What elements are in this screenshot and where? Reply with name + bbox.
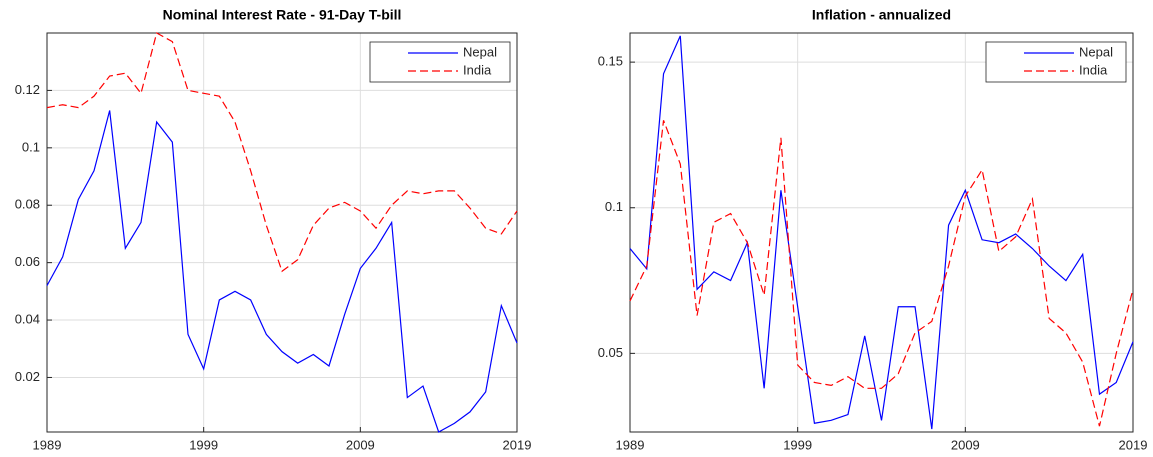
legend-box	[369, 41, 511, 83]
y-tick-label: 0.1	[22, 139, 40, 154]
x-tick-label: 1989	[33, 437, 62, 452]
series-line	[46, 32, 518, 273]
y-tick-label: 0.06	[15, 254, 40, 269]
legend-label: India	[463, 62, 492, 77]
x-tick-label: 2019	[1119, 437, 1148, 452]
plot-frame	[46, 32, 518, 433]
y-tick-label: 0.12	[15, 82, 40, 97]
y-tick-label: 0.08	[15, 197, 40, 212]
chart-title: Nominal Interest Rate - 91-Day T-bill	[163, 7, 402, 23]
series-line	[629, 120, 1134, 427]
plot-frame	[629, 32, 1134, 433]
chart-title: Inflation - annualized	[812, 7, 951, 23]
legend-label: Nepal	[1079, 44, 1113, 59]
y-tick-label: 0.1	[605, 199, 623, 214]
x-tick-label: 1999	[189, 437, 218, 452]
x-tick-label: 2009	[951, 437, 980, 452]
x-tick-label: 2019	[503, 437, 532, 452]
series-line	[629, 35, 1134, 430]
x-tick-label: 1999	[783, 437, 812, 452]
legend-box	[985, 41, 1127, 83]
legend-label: Nepal	[463, 44, 497, 59]
y-tick-label: 0.02	[15, 369, 40, 384]
y-tick-label: 0.05	[598, 345, 623, 360]
legend-label: India	[1079, 62, 1108, 77]
x-tick-label: 1989	[616, 437, 645, 452]
y-tick-label: 0.04	[15, 311, 40, 326]
x-tick-label: 2009	[346, 437, 375, 452]
y-tick-label: 0.15	[598, 54, 623, 69]
series-line	[46, 110, 518, 433]
